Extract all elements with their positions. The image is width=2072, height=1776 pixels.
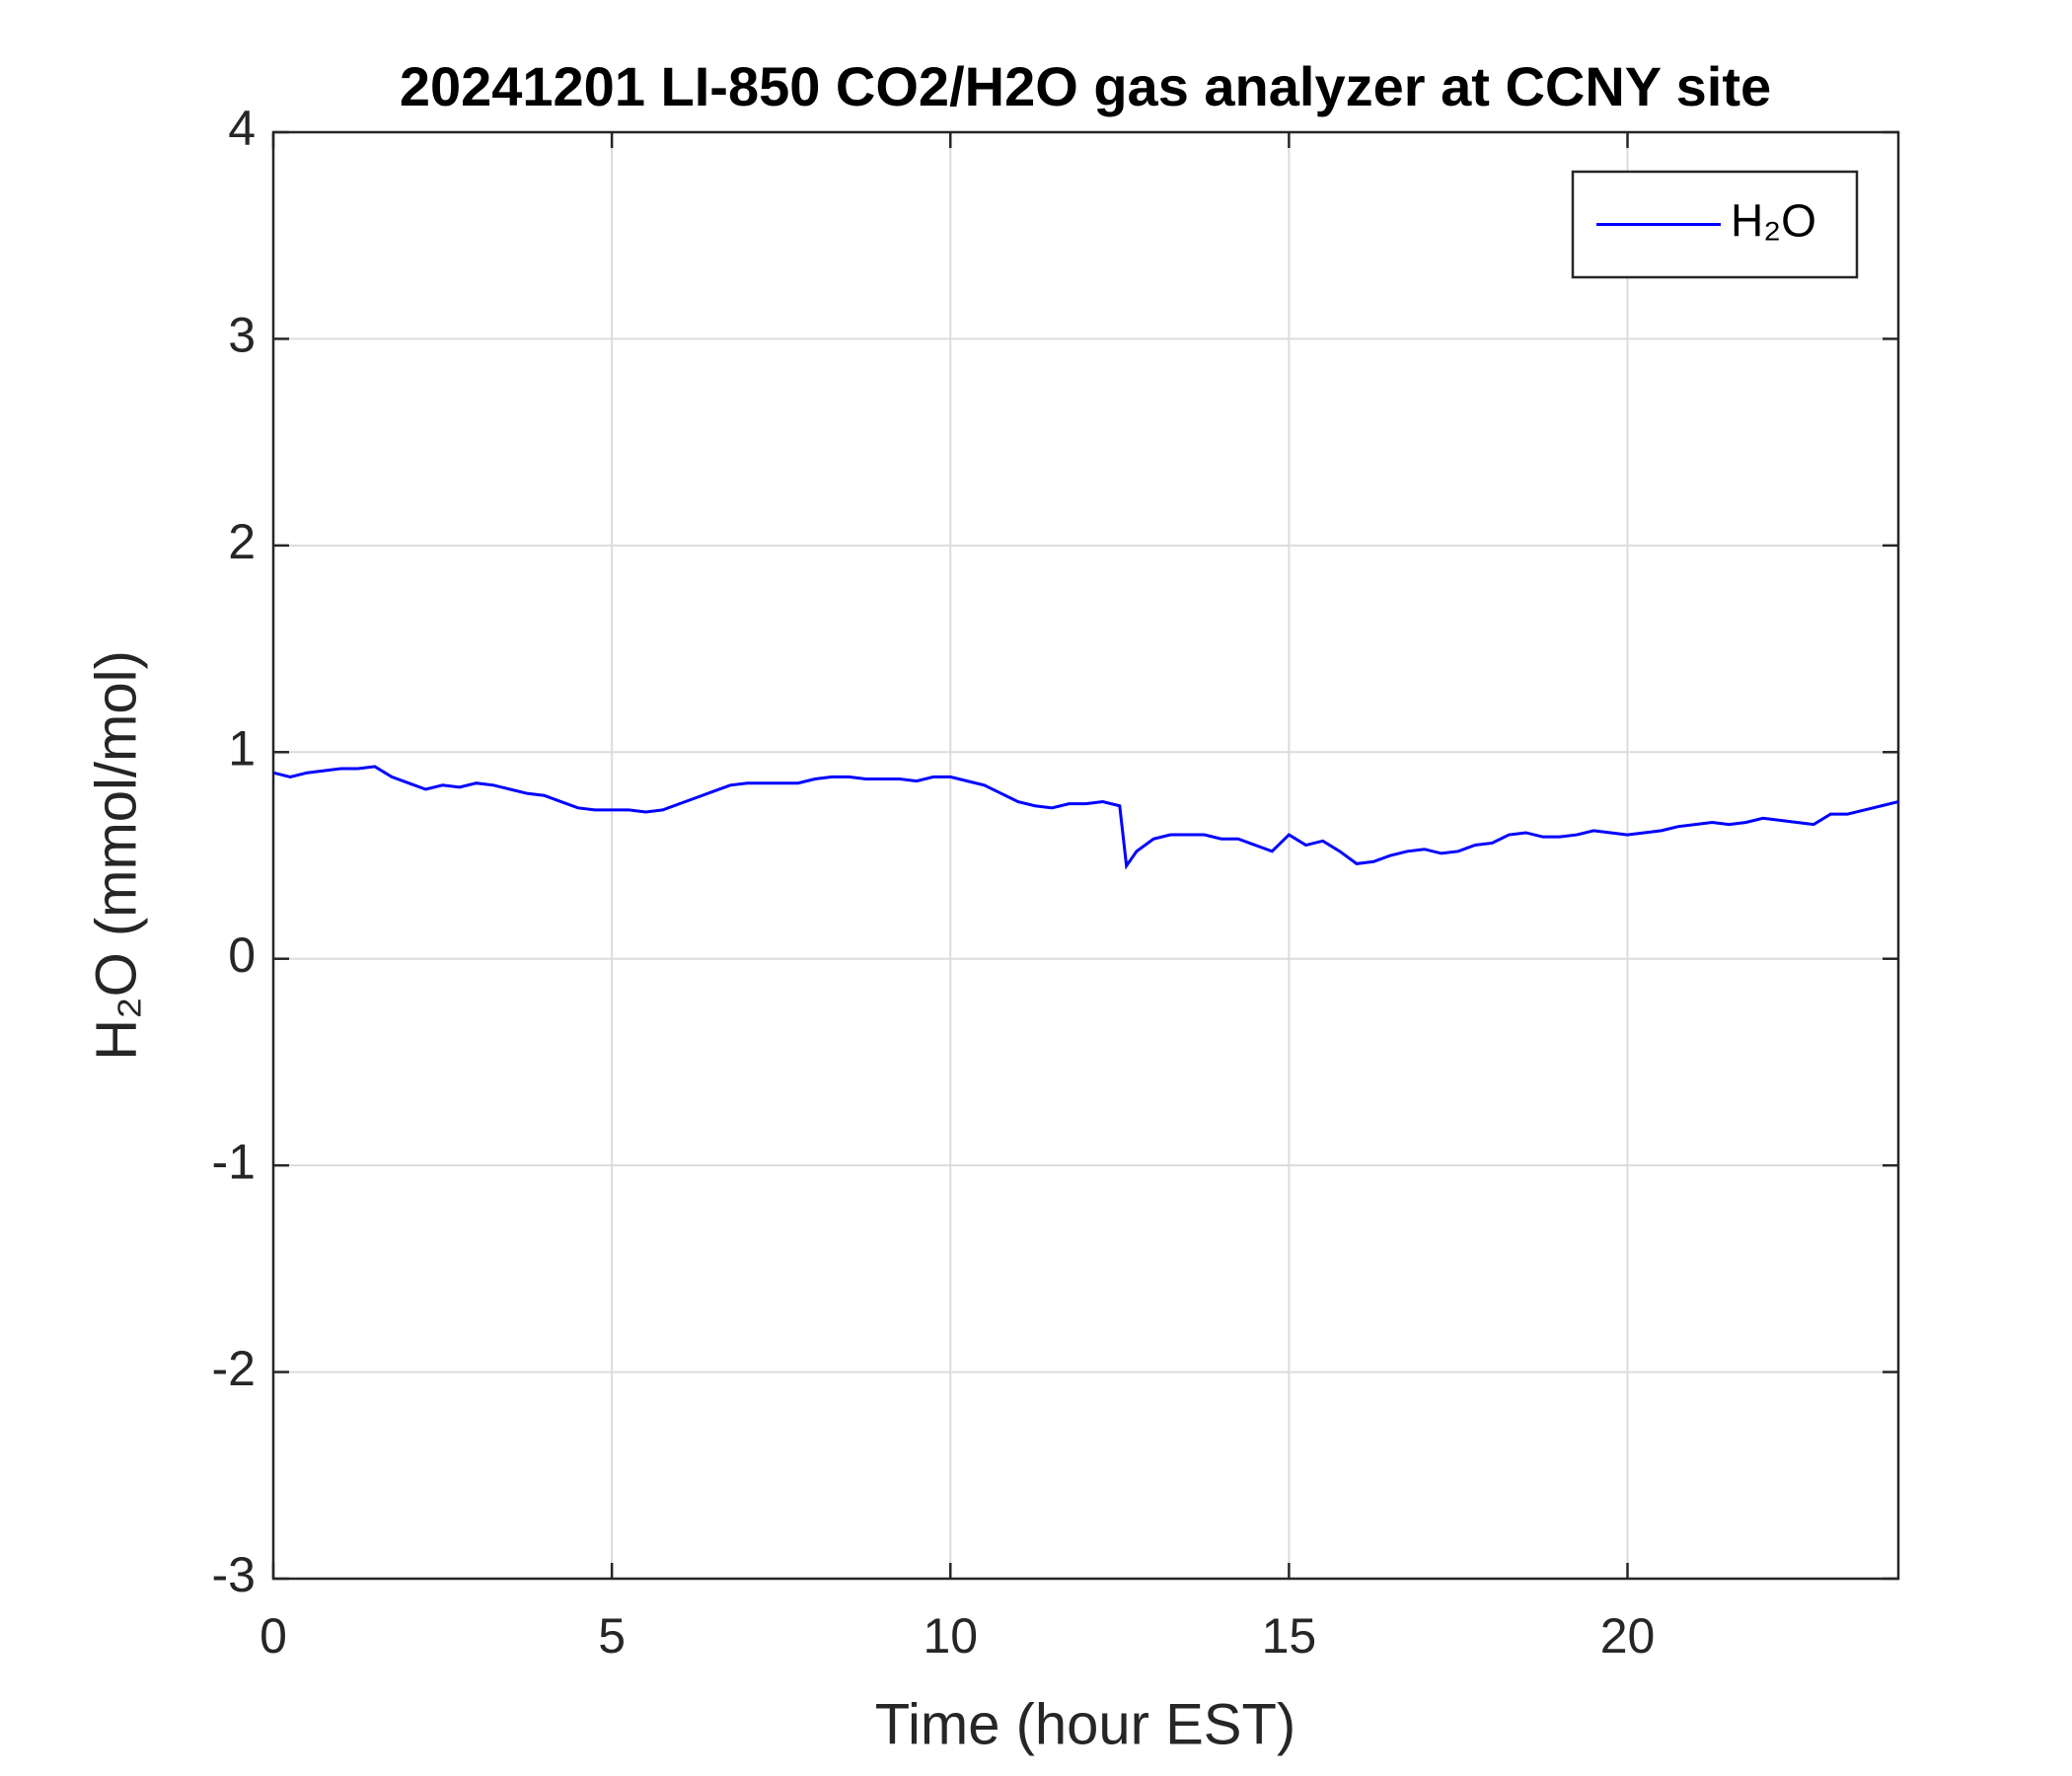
y-tick-label: -3	[212, 1547, 256, 1602]
x-tick-label: 0	[259, 1608, 287, 1664]
y-tick-label: 1	[228, 720, 256, 776]
y-axis-label: H₂O (mmol/mol)	[84, 650, 148, 1061]
y-tick-label: 4	[228, 101, 256, 156]
y-tick-label: -1	[212, 1134, 256, 1189]
x-axis-label: Time (hour EST)	[875, 1692, 1295, 1756]
y-tick-label: 0	[228, 927, 256, 983]
x-tick-label: 5	[598, 1608, 626, 1664]
legend-label: H₂O	[1731, 195, 1816, 247]
x-tick-label: 10	[923, 1608, 978, 1664]
y-tick-label: -2	[212, 1341, 256, 1396]
x-tick-label: 15	[1262, 1608, 1317, 1664]
plot-frame	[271, 130, 1900, 1581]
y-tick-label: 2	[228, 514, 256, 569]
chart-title: 20241201 LI-850 CO2/H2O gas analyzer at …	[400, 55, 1771, 117]
y-tick-label: 3	[228, 308, 256, 363]
x-tick-label: 20	[1600, 1608, 1656, 1664]
data-line	[272, 765, 1899, 870]
